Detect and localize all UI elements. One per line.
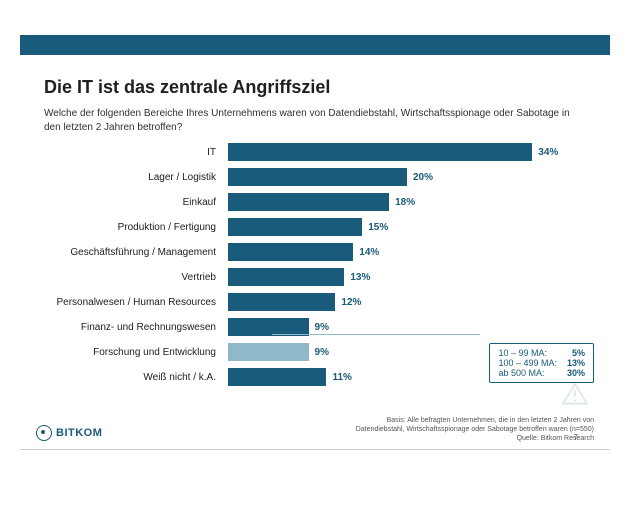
bar — [228, 293, 335, 311]
callout-value: 13% — [567, 358, 585, 368]
bitkom-logo: BITKOM — [36, 425, 102, 441]
row-label: Vertrieb — [44, 266, 222, 288]
footer-line: Basis: Alle befragten Unternehmen, die i… — [356, 416, 594, 425]
slide-title: Die IT ist das zentrale Angriffsziel — [44, 77, 330, 98]
callout-row: 10 – 99 MA: 5% — [498, 348, 585, 358]
callout-connector — [272, 334, 480, 335]
bar-area: 13% — [228, 268, 586, 286]
bar-value: 18% — [389, 193, 415, 211]
bar — [228, 143, 532, 161]
bar-value: 12% — [335, 293, 361, 311]
bar — [228, 268, 344, 286]
footer-note: Basis: Alle befragten Unternehmen, die i… — [356, 416, 594, 443]
bar-value: 11% — [326, 368, 351, 386]
bar-value: 20% — [407, 168, 433, 186]
callout-value: 5% — [572, 348, 585, 358]
bar-value: 13% — [344, 268, 370, 286]
row-label: Geschäftsführung / Management — [44, 241, 222, 263]
row-label: Weiß nicht / k.A. — [44, 366, 222, 388]
bar-value: 34% — [532, 143, 558, 161]
chart-row: Produktion / Fertigung 15% — [44, 216, 586, 238]
chart-row: Personalwesen / Human Resources 12% — [44, 291, 586, 313]
header-band — [20, 35, 610, 55]
callout-label: ab 500 MA: — [498, 368, 544, 378]
bar — [228, 218, 362, 236]
chart-row: IT 34% — [44, 141, 586, 163]
breakdown-callout: 10 – 99 MA: 5% 100 – 499 MA: 13% ab 500 MA: 3… — [489, 343, 594, 383]
callout-label: 10 – 99 MA: — [498, 348, 547, 358]
bar-area: 15% — [228, 218, 586, 236]
bar-area: 14% — [228, 243, 586, 261]
survey-question: Welche der folgenden Bereiche Ihres Unte… — [44, 107, 586, 134]
row-label: Einkauf — [44, 191, 222, 213]
footer-line: Quelle: Bitkom Research — [356, 434, 594, 443]
callout-label: 100 – 499 MA: — [498, 358, 557, 368]
row-label: Lager / Logistik — [44, 166, 222, 188]
bar — [228, 368, 326, 386]
chart-row: Einkauf 18% — [44, 191, 586, 213]
chart-row: Geschäftsführung / Management 14% — [44, 241, 586, 263]
bar-value: 14% — [353, 243, 379, 261]
bar-value: 9% — [309, 343, 329, 361]
bar-area: 18% — [228, 193, 586, 211]
bar — [228, 193, 389, 211]
row-label: IT — [44, 141, 222, 163]
alert-icon — [562, 383, 588, 405]
row-label: Forschung und Entwicklung — [44, 341, 222, 363]
row-label: Finanz- und Rechnungswesen — [44, 316, 222, 338]
footer-line: Datendiebstahl, Wirtschaftsspionage oder… — [356, 425, 594, 434]
bar-area: 34% — [228, 143, 586, 161]
callout-row: ab 500 MA: 30% — [498, 368, 585, 378]
bar — [228, 343, 309, 361]
logo-text: BITKOM — [56, 427, 102, 439]
row-label: Produktion / Fertigung — [44, 216, 222, 238]
bar-value: 15% — [362, 218, 388, 236]
chart-row: Lager / Logistik 20% — [44, 166, 586, 188]
bar-area: 12% — [228, 293, 586, 311]
callout-row: 100 – 499 MA: 13% — [498, 358, 585, 368]
row-label: Personalwesen / Human Resources — [44, 291, 222, 313]
slide-frame: Die IT ist das zentrale Angriffsziel Wel… — [20, 55, 610, 450]
bar — [228, 168, 407, 186]
bar — [228, 243, 353, 261]
callout-value: 30% — [567, 368, 585, 378]
logo-icon — [36, 425, 52, 441]
bar-area: 20% — [228, 168, 586, 186]
chart-row: Vertrieb 13% — [44, 266, 586, 288]
page-number: 7 — [574, 433, 578, 443]
